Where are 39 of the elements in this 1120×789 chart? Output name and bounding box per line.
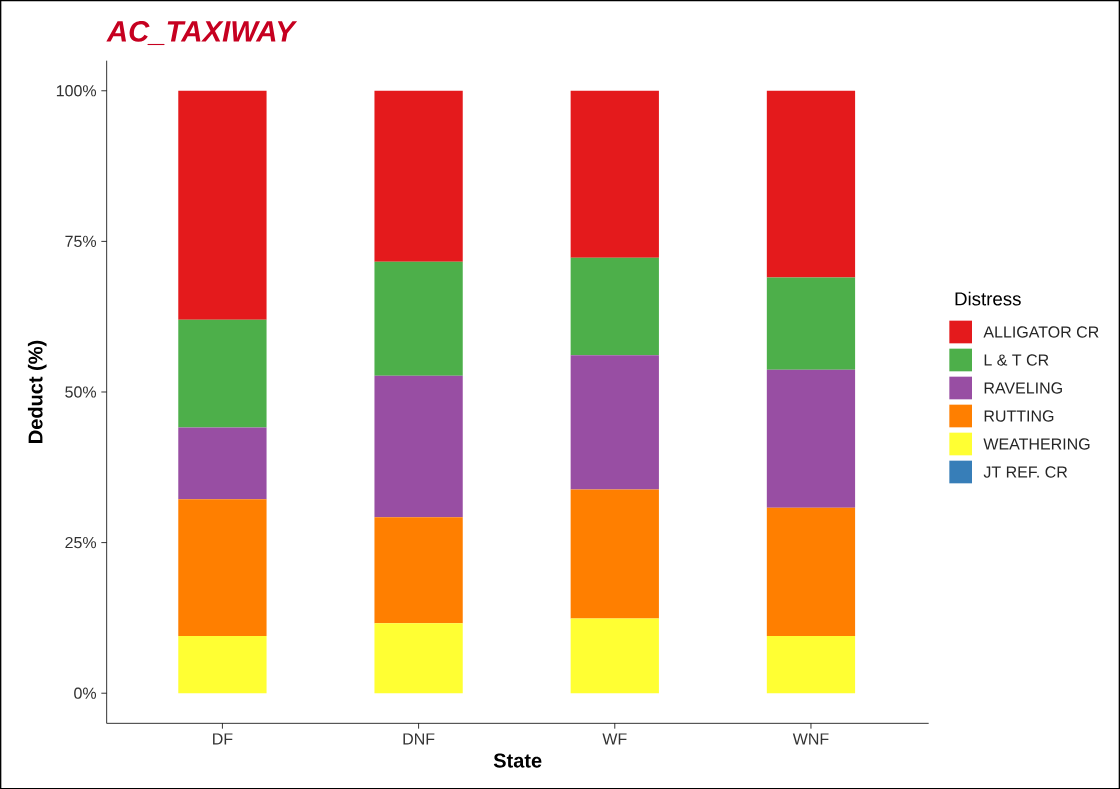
chart-title: AC_TAXIWAY — [106, 20, 298, 45]
y-tick-label: 75% — [65, 235, 97, 247]
y-tick-label: 100% — [56, 84, 97, 97]
bar — [374, 517, 463, 624]
y-tick-label: 0% — [74, 687, 97, 699]
bar — [766, 635, 856, 694]
bar — [766, 277, 856, 370]
bar — [374, 623, 463, 694]
x-tick-label: WNF — [792, 733, 829, 745]
legend-label: RAVELING — [984, 382, 1062, 394]
bar — [570, 618, 659, 694]
legend-label: JT REF. CR — [983, 466, 1068, 478]
bar — [570, 257, 659, 356]
legend-label: WEATHERING — [983, 438, 1090, 450]
bar — [570, 355, 659, 490]
bar — [766, 90, 856, 278]
bar — [178, 499, 267, 636]
bar — [374, 375, 463, 518]
bar — [374, 261, 463, 376]
legend-label: L & T CR — [984, 354, 1049, 366]
bar — [178, 319, 267, 428]
bar — [766, 507, 856, 636]
x-tick-label: DF — [213, 733, 233, 745]
y-tick-label: 50% — [65, 386, 97, 398]
x-tick-label: WF — [602, 733, 627, 745]
x-axis-title: State — [493, 753, 542, 768]
y-axis-title: Deduct (%) — [27, 340, 47, 443]
x-tick-label: DNF — [403, 733, 435, 745]
legend-label: ALLIGATOR CR — [983, 326, 1099, 338]
legend-label: RUTTING — [984, 410, 1054, 422]
bar — [374, 90, 463, 262]
bar — [570, 489, 659, 619]
bar — [570, 90, 659, 258]
y-tick-label: 25% — [65, 536, 97, 549]
bar — [178, 90, 267, 320]
bar — [178, 427, 267, 500]
legend-title: Distress — [955, 291, 1021, 306]
bar — [766, 369, 856, 508]
bar — [178, 635, 267, 694]
